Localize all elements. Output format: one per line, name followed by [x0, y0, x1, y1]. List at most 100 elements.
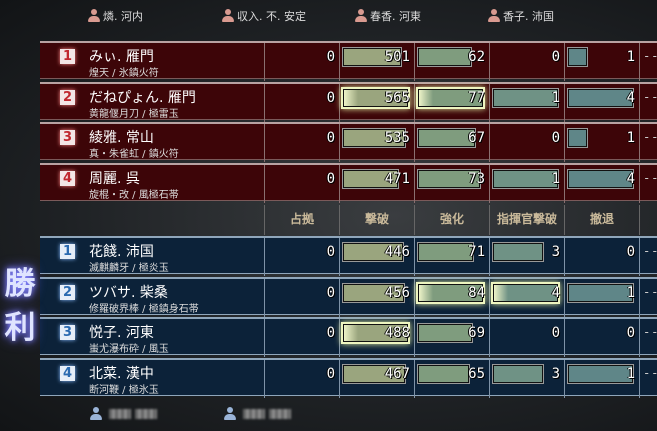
stat-cell: 73 — [414, 164, 489, 203]
stat-value: 0 — [626, 325, 635, 341]
column-header-row: 占拠 撃破 強化 指揮官撃破 撤退 — [40, 205, 657, 235]
stat-cell: 1 — [564, 278, 639, 317]
stat-value: 67 — [468, 130, 485, 146]
player-row: 3 綾雅. 常山 真・朱雀虹 / 鎮火符 0 535 67 0 1 - - — [40, 122, 657, 162]
stat-bar — [568, 129, 587, 147]
stat-cell: 501 — [339, 43, 414, 81]
rank-badge: 3 — [60, 130, 75, 145]
stat-value: 65 — [468, 365, 485, 382]
stat-value: 0 — [626, 244, 635, 260]
column-header-defeat: 撃破 — [339, 205, 414, 235]
player-row: 3 悦子. 河東 蚩尤瀑布砕 / 風玉 0 488 69 0 0 - - — [40, 317, 657, 357]
stat-cell: 535 — [339, 124, 414, 162]
stat-value: 0 — [326, 89, 335, 106]
person-icon — [90, 407, 102, 421]
stat-bar — [493, 243, 543, 261]
stat-value: 73 — [468, 170, 485, 187]
stat-cell: 1 — [564, 124, 639, 162]
stat-cell: 62 — [414, 43, 489, 81]
player-row: 2 だねぴょん. 雁門 黄龍偃月刀 / 極雷玉 0 565 77 1 4 - - — [40, 81, 657, 122]
stat-cell: 4 — [564, 164, 639, 203]
column-header-enhance: 強化 — [414, 205, 489, 235]
player-row: 1 みぃ. 雁門 煌天 / 氷鎮火符 0 501 62 0 1 - - — [40, 41, 657, 81]
stat-bar — [418, 129, 475, 147]
stat-cell: 0 — [264, 319, 339, 357]
person-icon — [224, 407, 236, 421]
stat-bar — [568, 48, 587, 66]
stat-value: 69 — [468, 325, 485, 341]
stat-cell: 0 — [264, 164, 339, 203]
stat-bar — [568, 88, 633, 107]
column-header-commander-defeat: 指揮官撃破 — [489, 205, 564, 235]
player-label-blurred — [90, 407, 157, 421]
stat-cell: 3 — [489, 238, 564, 276]
overflow-value: - - — [644, 130, 657, 144]
stat-cell: 0 — [264, 124, 339, 162]
stat-value: 0 — [326, 284, 335, 301]
stat-bar — [418, 88, 483, 107]
stat-bar — [343, 324, 408, 342]
stat-value: 4 — [626, 89, 635, 106]
stat-value: 0 — [326, 244, 335, 260]
player-row: 4 北菜. 漢中 断河鞭 / 極氷玉 0 467 65 3 1 - - — [40, 357, 657, 398]
player-row: 4 周麗. 呉 旋棍・改 / 風極石帯 0 471 73 1 4 - - — [40, 162, 657, 203]
stat-bar — [343, 243, 403, 261]
player-weapons: 旋棍・改 / 風極石帯 — [89, 189, 179, 201]
person-icon — [355, 9, 367, 23]
overflow-value: - - — [644, 89, 657, 104]
stat-value: 467 — [384, 365, 410, 382]
stat-value: 471 — [384, 170, 410, 187]
rank-badge: 4 — [60, 170, 75, 186]
player-name: だねぴょん. 雁門 — [89, 89, 196, 106]
stat-value: 4 — [626, 170, 635, 187]
stat-bar — [493, 283, 558, 302]
stat-cell: 1 — [564, 43, 639, 81]
stat-value: 0 — [551, 325, 560, 341]
stat-bar — [418, 243, 473, 261]
rank-badge: 3 — [60, 325, 75, 340]
stat-cell: 456 — [339, 278, 414, 317]
stat-cell: 71 — [414, 238, 489, 276]
stat-cell: 0 — [564, 238, 639, 276]
stat-value: 0 — [326, 325, 335, 341]
player-weapons: 黄龍偃月刀 / 極雷玉 — [89, 108, 179, 120]
stat-cell: 565 — [339, 83, 414, 122]
stat-bar — [493, 169, 558, 188]
player-name: 周麗. 呉 — [89, 170, 140, 187]
stat-bar — [343, 88, 408, 107]
stat-cell: 0 — [264, 359, 339, 398]
stat-value: 3 — [551, 244, 560, 260]
stat-cell: 1 — [564, 359, 639, 398]
stat-bar — [493, 364, 543, 383]
stat-cell: 84 — [414, 278, 489, 317]
stat-cell: 4 — [564, 83, 639, 122]
player-weapons: 真・朱雀虹 / 鎮火符 — [89, 149, 179, 160]
stat-cell: 0 — [264, 238, 339, 276]
player-label: 燐. 河内 — [88, 8, 143, 24]
player-row: 2 ツバサ. 柴桑 修羅破界棒 / 極鎮身石帯 0 456 84 4 1 - - — [40, 276, 657, 317]
overflow-value: - - — [644, 244, 657, 258]
stat-value: 77 — [468, 89, 485, 106]
player-weapons: 修羅破界棒 / 極鎮身石帯 — [89, 303, 199, 315]
stat-cell: 0 — [489, 124, 564, 162]
stat-cell: 67 — [414, 124, 489, 162]
stat-cell: 488 — [339, 319, 414, 357]
stat-value: 84 — [468, 284, 485, 301]
player-weapons: 滅麒麟牙 / 極炎玉 — [89, 263, 169, 274]
victory-label: 勝利 — [4, 266, 36, 346]
player-label: 春香. 河東 — [355, 8, 421, 24]
stat-bar — [343, 364, 405, 383]
stat-bar — [418, 169, 480, 188]
stat-value: 535 — [384, 130, 410, 146]
stat-bar — [343, 48, 401, 66]
player-weapons: 蚩尤瀑布砕 / 風玉 — [89, 344, 169, 355]
stat-value: 501 — [384, 49, 410, 65]
player-label: 香子. 沛国 — [488, 8, 554, 24]
overflow-value: - - — [644, 325, 657, 339]
player-weapons: 断河鞭 / 極氷玉 — [89, 384, 159, 396]
player-label: 収入. 不. 安定 — [222, 8, 306, 24]
person-icon — [222, 9, 234, 23]
stat-bar — [343, 283, 404, 302]
stat-cell: 1 — [489, 83, 564, 122]
column-header-retreat: 撤退 — [564, 205, 639, 235]
